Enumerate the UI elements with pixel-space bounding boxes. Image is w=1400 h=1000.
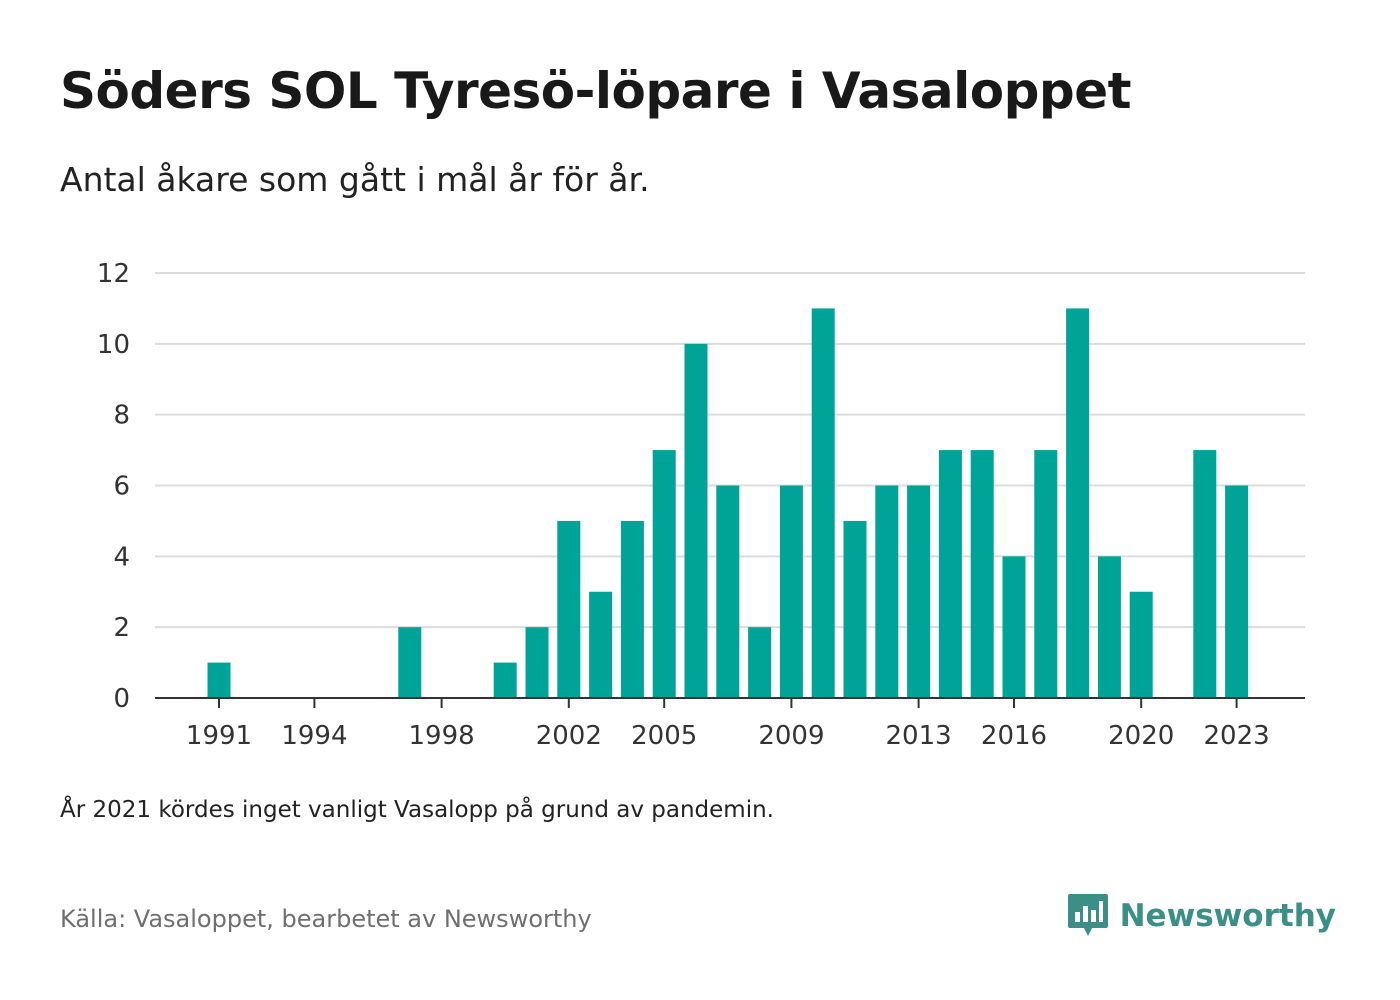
chart-subtitle: Antal åkare som gått i mål år för år.	[60, 160, 650, 199]
x-tick-labels: 1991 1994 1998 2002 2005 2009 2013 2016 2020 2023	[186, 698, 1270, 751]
x-tick-label: 2020	[1108, 721, 1174, 751]
x-tick-label: 2002	[536, 721, 602, 751]
bar-2003	[589, 591, 613, 698]
x-tick-label: 2009	[758, 721, 824, 751]
bar-2001	[525, 627, 549, 698]
x-tick-label: 2005	[631, 721, 697, 751]
bar-2006	[684, 343, 708, 698]
x-tick-label: 1991	[186, 721, 252, 751]
bar-2000	[493, 662, 517, 698]
brand-logo[interactable]: Newsworthy	[1066, 892, 1336, 940]
bar-2016	[1002, 556, 1026, 698]
footnote: År 2021 kördes inget vanligt Vasalopp på…	[60, 797, 774, 823]
y-tick-label: 0	[113, 684, 130, 714]
x-tick-label: 1994	[281, 721, 347, 751]
bar-2023	[1225, 485, 1249, 698]
x-tick-label: 2023	[1204, 721, 1270, 751]
y-tick-label: 8	[113, 401, 130, 431]
y-tick-label: 10	[97, 330, 130, 360]
bar-2009	[779, 485, 803, 698]
bar-2014	[938, 450, 962, 698]
bar-2011	[843, 520, 867, 698]
bars	[207, 308, 1249, 698]
x-tick-label: 2013	[886, 721, 952, 751]
y-tick-label: 2	[113, 613, 130, 643]
bar-chart: 0 2 4 6 8 10 12 1991 1994 1998 2002 2005 2009 2013 20…	[97, 259, 1305, 751]
y-tick-label: 4	[113, 542, 130, 572]
bar-2013	[907, 485, 931, 698]
bar-2002	[557, 520, 581, 698]
x-tick-label: 2016	[981, 721, 1047, 751]
bar-2015	[970, 450, 994, 698]
bar-1991	[207, 662, 231, 698]
bar-2008	[748, 627, 772, 698]
bar-2007	[716, 485, 740, 698]
bar-2005	[652, 450, 676, 698]
bar-2010	[811, 308, 835, 698]
source-text: Källa: Vasaloppet, bearbetet av Newswort…	[60, 905, 592, 933]
bar-2022	[1193, 450, 1217, 698]
chart-title: Söders SOL Tyresö-löpare i Vasaloppet	[60, 62, 1132, 120]
bar-2020	[1129, 591, 1153, 698]
bar-2017	[1034, 450, 1058, 698]
newsworthy-logo-icon	[1067, 894, 1108, 936]
bar-2012	[875, 485, 899, 698]
bar-2018	[1066, 308, 1090, 698]
y-tick-label: 12	[97, 259, 130, 289]
x-tick-label: 1998	[409, 721, 475, 751]
y-tick-labels: 0 2 4 6 8 10 12	[97, 259, 130, 714]
bar-2004	[620, 520, 644, 698]
bar-2019	[1097, 556, 1121, 698]
brand-name: Newsworthy	[1119, 898, 1336, 934]
bar-1997	[398, 627, 422, 698]
y-tick-label: 6	[113, 472, 130, 502]
